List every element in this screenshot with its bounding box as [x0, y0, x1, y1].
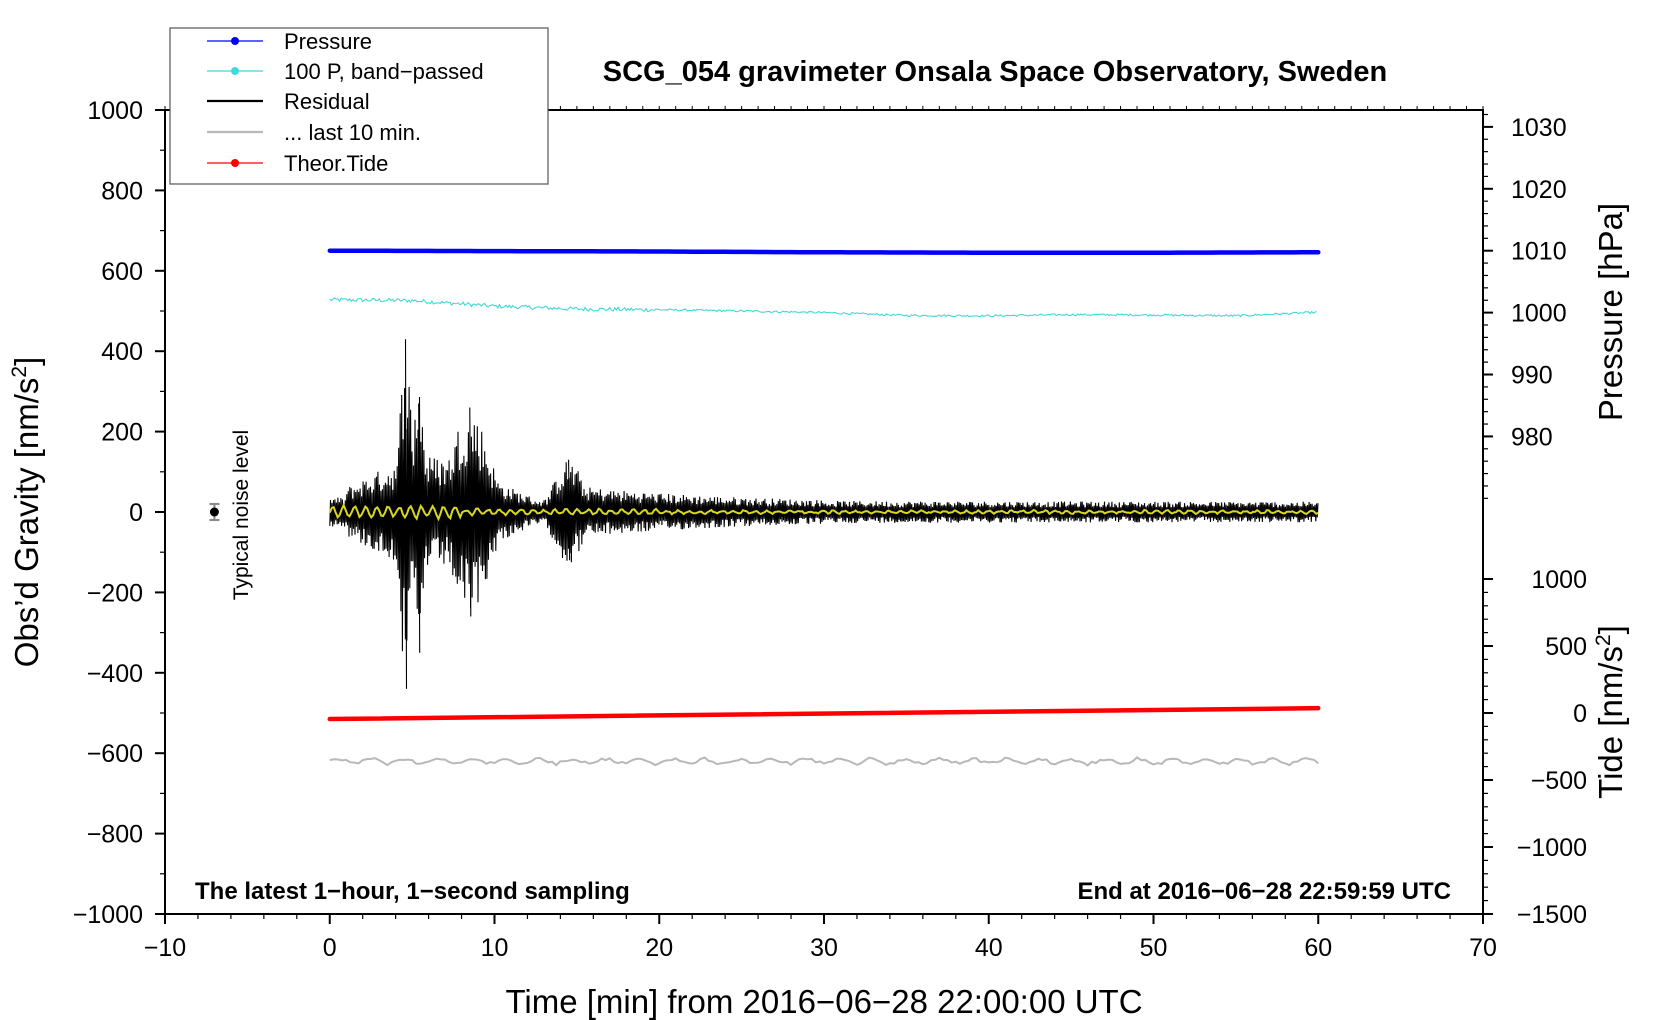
legend-dot-tide [231, 159, 239, 167]
footer-right: End at 2016−06−28 22:59:59 UTC [1077, 878, 1451, 905]
legend-label-pressure: Pressure [284, 29, 372, 54]
pressure-tick-label: 1000 [1511, 300, 1567, 328]
y-tick-label: 600 [101, 258, 143, 286]
x-tick-label: 10 [481, 934, 509, 962]
series-residual [329, 339, 1319, 689]
series-theor-tide [327, 705, 1321, 722]
noise-marker [209, 502, 220, 522]
tide-tick-label: −1500 [1517, 901, 1587, 929]
y-axis-label-tide: Tide [nm/s2] [1592, 625, 1629, 799]
y-tick-label: −600 [87, 740, 143, 768]
legend-dot-pressure [231, 37, 239, 45]
tide-tick-label: 1000 [1531, 566, 1587, 594]
series-layer [327, 248, 1321, 767]
x-tick-label: 50 [1140, 934, 1168, 962]
footer-left: The latest 1−hour, 1−second sampling [195, 878, 630, 905]
tide-tick-label: 0 [1573, 700, 1587, 728]
legend-label-last10: ... last 10 min. [284, 120, 421, 145]
y-tick-label: 400 [101, 338, 143, 366]
tide-tick-label: −1000 [1517, 834, 1587, 862]
chart-title: SCG_054 gravimeter Onsala Space Observat… [603, 56, 1387, 88]
noise-label: Typical noise level [230, 430, 253, 600]
pressure-tick-label: 1020 [1511, 176, 1567, 204]
legend: Pressure 100 P, band−passed Residual ...… [169, 27, 549, 185]
plot-frame [164, 109, 1484, 915]
tick-layer: −10 0 10 20 30 40 50 60 7010008006004002000−200−… [73, 97, 1587, 962]
legend-label-residual: Residual [284, 89, 370, 114]
pressure-tick-label: 990 [1511, 362, 1553, 390]
x-tick-label: 20 [645, 934, 673, 962]
legend-box [169, 27, 549, 185]
y-tick-label: −200 [87, 579, 143, 607]
tide-tick-label: −500 [1531, 767, 1587, 795]
y-tick-label: −400 [87, 660, 143, 688]
y-axis-label-left: Obs’d Gravity [nm/s2] [8, 357, 45, 668]
pressure-tick-label: 1010 [1511, 238, 1567, 266]
x-tick-label: 60 [1304, 934, 1332, 962]
pressure-tick-label: 980 [1511, 423, 1553, 451]
x-tick-label: 70 [1469, 934, 1497, 962]
series-residual-filtered [328, 502, 1319, 522]
x-axis-label: Time [min] from 2016−06−28 22:00:00 UTC [505, 983, 1142, 1020]
x-tick-label: −10 [144, 934, 186, 962]
x-tick-label: 40 [975, 934, 1003, 962]
pressure-tick-label: 1030 [1511, 114, 1567, 142]
series-bandpassed [329, 297, 1317, 318]
y-tick-label: −800 [87, 821, 143, 849]
x-tick-label: 0 [323, 934, 337, 962]
x-tick-label: 30 [810, 934, 838, 962]
y-tick-label: 800 [101, 177, 143, 205]
legend-label-bandpassed: 100 P, band−passed [284, 59, 484, 84]
tide-tick-label: 500 [1545, 633, 1587, 661]
y-tick-label: −1000 [73, 901, 143, 929]
y-tick-label: 200 [101, 419, 143, 447]
y-axis-label-pressure: Pressure [hPa] [1592, 203, 1629, 421]
y-tick-label: 1000 [87, 97, 143, 125]
series-pressure [327, 248, 1321, 255]
legend-dot-bandpassed [231, 67, 239, 75]
noise-dot [209, 507, 219, 517]
y-tick-label: 0 [129, 499, 143, 527]
legend-label-tide: Theor.Tide [284, 151, 388, 176]
series-last-10-min [329, 756, 1319, 767]
